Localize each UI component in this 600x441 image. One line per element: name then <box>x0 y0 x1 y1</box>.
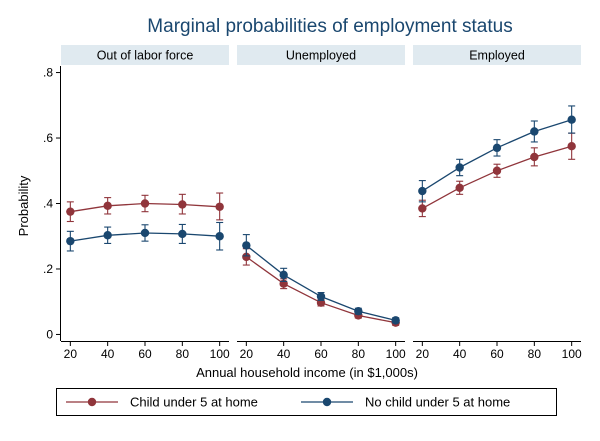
y-tick-label: .8 <box>43 66 53 80</box>
panel-unemployed: Unemployed 20 40 60 80 100 <box>237 45 406 361</box>
y-tick-label: 0 <box>46 327 53 341</box>
panel-header-label: Unemployed <box>286 49 356 63</box>
data-point <box>215 232 224 241</box>
panel-header-out-of-labor-force <box>61 45 229 65</box>
data-point <box>215 202 224 211</box>
data-point <box>66 236 75 246</box>
x-tick-label: 40 <box>277 347 291 361</box>
x-tick-label: 80 <box>352 347 366 361</box>
x-tick-label: 100 <box>562 347 582 361</box>
plot-area-employed <box>413 66 581 341</box>
data-point <box>455 183 464 192</box>
data-point <box>140 228 150 238</box>
data-point <box>567 115 576 124</box>
panel-employed: Employed 20 40 60 80 100 <box>413 45 582 361</box>
data-point <box>178 229 187 239</box>
data-point <box>391 316 400 325</box>
data-point <box>103 201 112 210</box>
y-tick-label: .4 <box>43 197 53 211</box>
legend-marker <box>87 397 97 407</box>
data-point <box>492 143 502 153</box>
data-point <box>279 270 288 280</box>
panel-header-unemployed <box>237 45 405 65</box>
series-nochild <box>242 234 400 325</box>
data-point <box>455 163 464 172</box>
legend-entry-child: Child under 5 at home <box>66 395 258 410</box>
data-point <box>418 204 427 213</box>
data-point <box>140 199 150 208</box>
data-point <box>530 152 539 162</box>
x-tick-label: 20 <box>416 347 430 361</box>
x-tick-label: 100 <box>210 347 230 361</box>
series-nochild <box>418 105 576 203</box>
x-tick-label: 20 <box>64 347 78 361</box>
series-nochild <box>66 221 224 252</box>
x-tick-label: 100 <box>386 347 406 361</box>
data-point <box>66 207 75 216</box>
x-tick-label: 40 <box>101 347 115 361</box>
x-tick-label: 60 <box>314 347 328 361</box>
x-tick-label: 80 <box>176 347 190 361</box>
legend-label: Child under 5 at home <box>130 395 258 410</box>
panel-header-label: Employed <box>469 49 525 63</box>
data-point <box>103 231 112 240</box>
x-tick-label: 20 <box>240 347 254 361</box>
data-point <box>178 200 187 209</box>
legend-entry-nochild: No child under 5 at home <box>301 395 510 410</box>
y-axis-label: Probability <box>16 175 31 236</box>
panel-header-employed <box>413 45 581 65</box>
data-point <box>316 292 326 301</box>
data-point <box>567 142 576 151</box>
x-tick-label: 40 <box>453 347 467 361</box>
legend: Child under 5 at home No child under 5 at… <box>56 388 557 416</box>
y-tick-label: .6 <box>43 131 53 145</box>
legend-marker <box>322 397 332 407</box>
legend-label: No child under 5 at home <box>365 395 510 410</box>
data-point <box>418 186 427 196</box>
panel-header-label: Out of labor force <box>97 49 194 63</box>
data-point <box>242 241 251 250</box>
data-point <box>530 127 539 136</box>
series-child <box>418 132 576 218</box>
chart-title: Marginal probabilities of employment sta… <box>147 16 512 37</box>
x-tick-label: 60 <box>490 347 504 361</box>
x-tick-label: 60 <box>138 347 152 361</box>
x-axis-label: Annual household income (in $1,000s) <box>196 365 418 380</box>
panel-out-of-labor-force: Out of labor force 20 40 60 80 100 0 .2 .4 .6 .8 <box>43 45 230 361</box>
data-point <box>492 166 502 175</box>
y-tick-label: .2 <box>43 262 53 276</box>
x-tick-label: 80 <box>528 347 542 361</box>
data-point <box>242 252 251 262</box>
series-child <box>66 192 224 223</box>
data-point <box>354 307 363 316</box>
panels-layer: Out of labor force 20 40 60 80 100 0 .2 .4 .6 .8 Un… <box>43 45 582 361</box>
